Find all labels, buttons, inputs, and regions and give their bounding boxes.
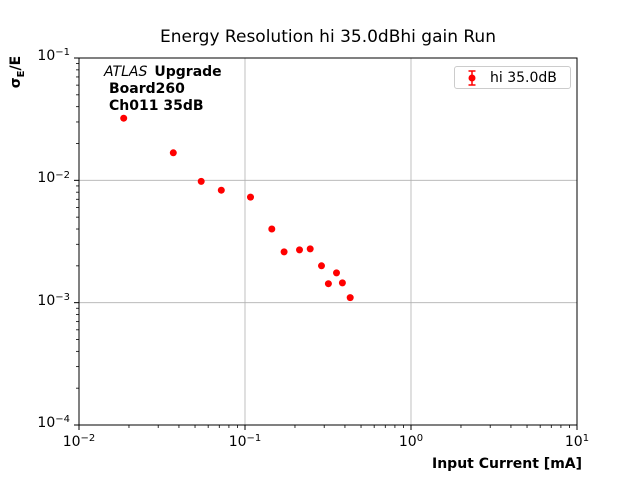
chart-title: Energy Resolution hi 35.0dBhi gain Run	[160, 27, 496, 47]
data-point	[280, 248, 288, 256]
data-point	[296, 246, 303, 254]
data-point	[324, 280, 332, 288]
annotation-line-1: ATLAS Upgrade	[104, 64, 222, 81]
data-point	[247, 193, 254, 201]
data-point	[120, 114, 128, 122]
x-tick-label: 100	[398, 433, 424, 450]
data-point	[217, 186, 225, 194]
data-point	[169, 149, 177, 157]
data-point	[306, 245, 314, 253]
annotation-block: ATLAS Upgrade Board260 Ch011 35dB	[104, 64, 222, 115]
annotation-experiment: ATLAS	[104, 64, 148, 80]
legend: hi 35.0dB	[454, 66, 571, 89]
annotation-line-2: Board260	[109, 81, 185, 97]
axes-spines	[78, 57, 578, 426]
legend-errorbar-icon	[468, 69, 476, 86]
data-point	[338, 279, 346, 287]
data-point	[318, 262, 325, 270]
x-tick-label: 10−1	[228, 433, 262, 450]
y-tick-label: 10−3	[37, 292, 70, 309]
x-tick-label: 101	[564, 433, 590, 450]
data-point	[197, 177, 205, 185]
legend-label: hi 35.0dB	[490, 69, 557, 86]
annotation-upgrade: Upgrade	[154, 64, 222, 80]
data-point	[333, 269, 340, 277]
annotation-line-3: Ch011 35dB	[109, 98, 204, 114]
y-tick-label: 10−1	[37, 47, 70, 64]
y-tick-label: 10−2	[37, 169, 70, 187]
x-axis-label: Input Current [mA]	[432, 456, 583, 472]
y-tick-label: 10−4	[37, 414, 70, 431]
data-point	[268, 225, 276, 233]
data-point	[346, 294, 354, 302]
x-tick-label: 10−2	[62, 433, 96, 450]
